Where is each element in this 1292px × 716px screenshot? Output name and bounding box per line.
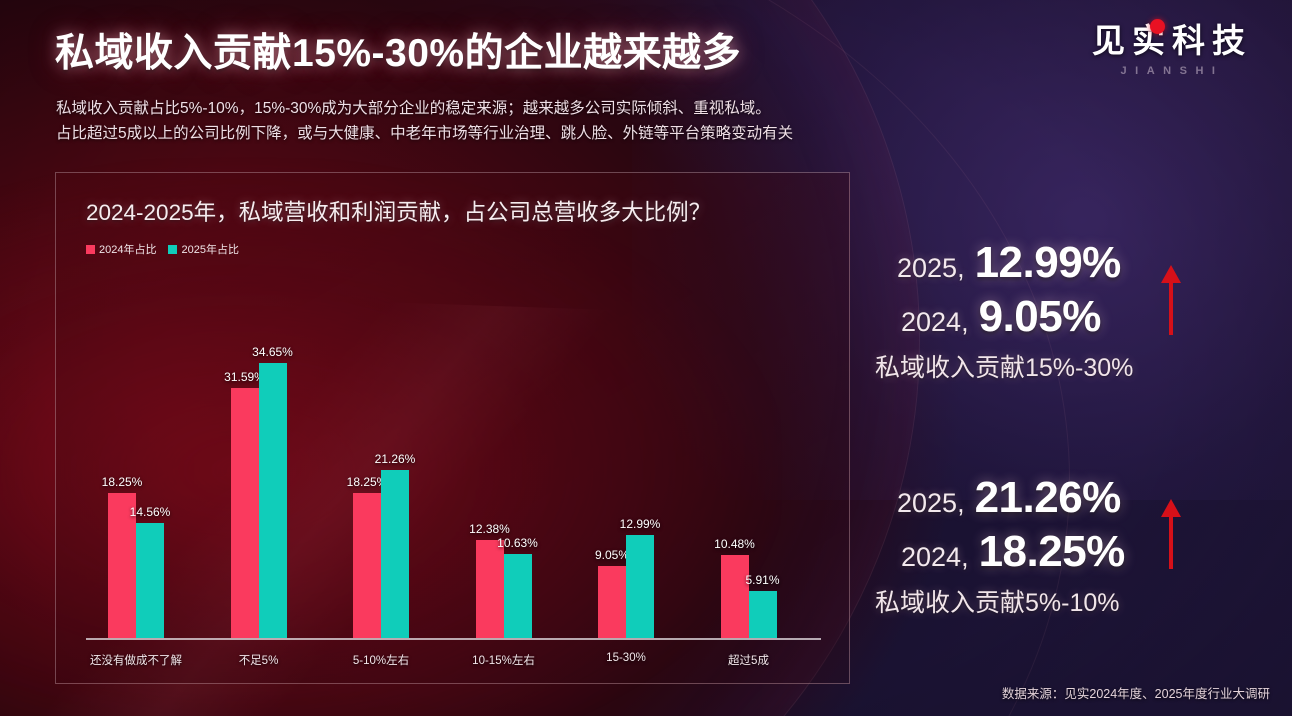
stat-caption: 私域收入贡献5%-10% (875, 589, 1120, 617)
bar-value-label: 12.99% (619, 517, 661, 532)
stat-year-old: 2024, (901, 542, 969, 572)
bar-2024[interactable]: 9.05% (595, 548, 629, 639)
brand-logo: 见实科技 JIANSHI (1072, 14, 1272, 77)
bar-2024[interactable]: 10.48% (714, 537, 755, 639)
stat-value-old: 18.25% (978, 527, 1126, 576)
bar-2024[interactable]: 12.38% (469, 522, 510, 639)
bar-value-label: 31.59% (224, 370, 265, 385)
stat-value-old: 9.05% (978, 292, 1102, 341)
bar-pair: 18.25% 21.26% (347, 452, 415, 639)
x-axis-category-label: 不足5% (238, 655, 279, 667)
stat-row-new: 2025, 21.26% (875, 473, 1275, 527)
bar-group: 18.25% 14.56% 还没有做成不了解 (90, 265, 182, 667)
subtitle-line-1: 私域收入贡献占比5%-10%，15%-30%成为大部分企业的稳定来源；越来越多公… (56, 100, 771, 117)
bar-2025[interactable]: 34.65% (252, 345, 293, 639)
footer-source-note: 数据来源：见实2024年度、2025年度行业大调研 (1001, 687, 1270, 701)
bar-2024[interactable]: 18.25% (347, 475, 387, 639)
bar-pair: 12.38% 10.63% (469, 522, 538, 639)
logo-red-dot-icon (1150, 19, 1165, 34)
x-axis-category-label: 10-15%左右 (472, 655, 535, 667)
bar-pair: 31.59% 34.65% (224, 345, 293, 639)
x-axis-category-label: 5-10%左右 (352, 655, 410, 667)
stat-block-5-10: 2025, 21.26% 2024, 18.25% 私域收入贡献5%-10% (875, 473, 1275, 619)
logo-subtext: JIANSHI (1120, 65, 1224, 77)
chart-legend: 2024年占比 2025年占比 (86, 241, 239, 257)
bar-value-label: 9.05% (594, 548, 630, 563)
bar-2025[interactable]: 21.26% (375, 452, 415, 639)
stat-row-new: 2025, 12.99% (875, 238, 1275, 292)
bar-value-label: 12.38% (469, 522, 510, 537)
bar-2025[interactable]: 12.99% (620, 517, 660, 639)
bar-value-label: 10.48% (714, 537, 755, 552)
chart-panel: 2024-2025年，私域营收和利润贡献，占公司总营收多大比例？ 2024年占比… (55, 172, 850, 684)
stat-row-old: 2024, 9.05% (875, 292, 1275, 346)
subtitle-line-2: 占比超过5成以上的公司比例下降，或与大健康、中老年市场等行业治理、跳人脸、外链等… (56, 125, 794, 142)
legend-item-2024: 2024年占比 (86, 241, 156, 257)
bar-2025[interactable]: 10.63% (497, 536, 538, 639)
x-axis-line (86, 638, 821, 640)
logo-main-text: 见实科技 (1092, 22, 1252, 59)
x-axis-category-label: 15-30% (606, 652, 646, 664)
bar-value-label: 5.91% (745, 573, 780, 588)
chart-title: 2024-2025年，私域营收和利润贡献，占公司总营收多大比例？ (86, 200, 712, 225)
trend-up-arrow-icon (1161, 265, 1181, 335)
legend-swatch-2024 (86, 244, 95, 254)
bar-chart-plot-area: 18.25% 14.56% 还没有做成不了解 31.59% 34.65% 不足5% 18.2… (86, 265, 821, 667)
bar-2025[interactable]: 14.56% (130, 505, 170, 639)
bar-value-label: 34.65% (252, 345, 293, 360)
bar-2025[interactable]: 5.91% (745, 573, 780, 639)
bar-pair: 9.05% 12.99% (595, 517, 660, 639)
bar-pair: 10.48% 5.91% (714, 537, 780, 639)
x-axis-category-label: 超过5成 (728, 655, 769, 667)
legend-label-2024: 2024年占比 (99, 244, 157, 256)
stat-row-old: 2024, 18.25% (875, 527, 1275, 581)
legend-label-2025: 2025年占比 (181, 244, 239, 256)
legend-item-2025: 2025年占比 (168, 241, 239, 257)
trend-up-arrow-icon (1161, 499, 1181, 569)
bar-value-label: 18.25% (101, 475, 143, 490)
bar-group: 12.38% 10.63% 10-15%左右 (469, 265, 538, 667)
stat-block-15-30: 2025, 12.99% 2024, 9.05% 私域收入贡献15%-30% (875, 238, 1275, 384)
logo-wordmark: 见实科技 (1092, 14, 1252, 62)
x-axis-category-label: 还没有做成不了解 (90, 655, 182, 667)
bar-2024[interactable]: 18.25% (102, 475, 142, 639)
legend-swatch-2025 (168, 244, 178, 254)
stat-year-new: 2025, (897, 488, 965, 518)
stat-year-new: 2025, (897, 253, 965, 283)
bar-group: 10.48% 5.91% 超过5成 (714, 265, 780, 667)
bar-group: 9.05% 12.99% 15-30% (595, 265, 660, 664)
subtitle: 私域收入贡献占比5%-10%，15%-30%成为大部分企业的稳定来源；越来越多公… (56, 96, 793, 146)
bar-pair: 18.25% 14.56% (102, 475, 170, 639)
slide-header: 私域收入贡献15%-30%的企业越来越多 私域收入贡献占比5%-10%，15%-… (0, 0, 1292, 165)
stat-caption: 私域收入贡献15%-30% (875, 354, 1134, 382)
bar-value-label: 10.63% (497, 536, 538, 551)
bar-value-label: 14.56% (129, 505, 171, 520)
bar-group: 31.59% 34.65% 不足5% (224, 265, 293, 667)
bar-value-label: 18.25% (346, 475, 388, 490)
stat-value-new: 12.99% (974, 238, 1122, 287)
page-title: 私域收入贡献15%-30%的企业越来越多 (55, 32, 742, 75)
stat-value-new: 21.26% (974, 473, 1122, 522)
bar-group: 18.25% 21.26% 5-10%左右 (347, 265, 416, 667)
stat-year-old: 2024, (901, 307, 969, 337)
bar-2024[interactable]: 31.59% (224, 370, 265, 639)
bar-value-label: 21.26% (374, 452, 416, 467)
